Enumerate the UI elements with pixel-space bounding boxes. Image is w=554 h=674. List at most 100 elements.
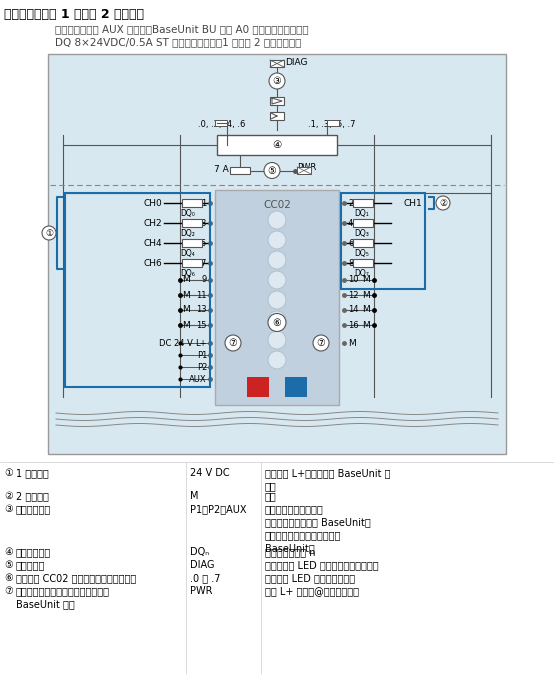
FancyBboxPatch shape — [48, 54, 506, 454]
Text: 接地: 接地 — [265, 491, 277, 501]
Text: M: M — [182, 290, 190, 299]
Text: CH4: CH4 — [143, 239, 162, 247]
Text: 14: 14 — [348, 305, 358, 315]
Text: 1 线制连接: 1 线制连接 — [16, 468, 49, 478]
Text: 反极性保护: 反极性保护 — [16, 560, 45, 570]
Circle shape — [42, 226, 56, 240]
Text: AUX: AUX — [189, 375, 207, 384]
Text: 自装配的内部电压总线
连接至侧模块（深色 BaseUnit）
断开与左侧模块的连接（浅色
BaseUnit）: 自装配的内部电压总线 连接至侧模块（深色 BaseUnit） 断开与左侧模块的连… — [265, 504, 371, 553]
Text: 13: 13 — [196, 305, 207, 315]
FancyBboxPatch shape — [270, 112, 284, 120]
FancyBboxPatch shape — [182, 239, 202, 247]
Text: DQ₅: DQ₅ — [355, 249, 370, 258]
Text: 6: 6 — [348, 239, 353, 247]
FancyBboxPatch shape — [217, 135, 337, 155]
Circle shape — [268, 313, 286, 332]
Text: DQ₁: DQ₁ — [355, 209, 370, 218]
FancyBboxPatch shape — [353, 199, 373, 207]
Text: CH1: CH1 — [403, 199, 422, 208]
Text: 2 线制连接: 2 线制连接 — [16, 491, 49, 501]
Text: ⑤: ⑤ — [4, 560, 13, 570]
FancyBboxPatch shape — [182, 259, 202, 267]
FancyBboxPatch shape — [182, 199, 202, 207]
Text: 电源 L+ 搜狐号@智能制造先锋: 电源 L+ 搜狐号@智能制造先锋 — [265, 586, 359, 596]
Text: DQ₀: DQ₀ — [181, 209, 196, 218]
Text: 错误或诊断 LED 指示灯（绿色、红色）: 错误或诊断 LED 指示灯（绿色、红色） — [265, 560, 378, 570]
Circle shape — [268, 311, 286, 329]
Text: DQ 8×24VDC/0.5A ST 的端子分配示例（1 线制和 2 线制连接）。: DQ 8×24VDC/0.5A ST 的端子分配示例（1 线制和 2 线制连接）… — [55, 37, 301, 47]
Text: .1, .3, .5, .7: .1, .3, .5, .7 — [308, 120, 356, 129]
Text: 输出信号，通道 n: 输出信号，通道 n — [265, 547, 315, 557]
Text: .0, .2, .4, .6: .0, .2, .4, .6 — [198, 120, 245, 129]
Text: ⑦: ⑦ — [317, 338, 325, 348]
Text: ⑦: ⑦ — [4, 586, 13, 596]
FancyBboxPatch shape — [215, 190, 339, 405]
Text: PWR: PWR — [297, 163, 316, 172]
Text: 5: 5 — [201, 239, 206, 247]
Text: PWR: PWR — [190, 586, 213, 596]
Text: ③: ③ — [273, 76, 281, 86]
Text: 通道状态 LED 指示灯（绿色）: 通道状态 LED 指示灯（绿色） — [265, 573, 355, 583]
Text: 2: 2 — [348, 199, 353, 208]
FancyBboxPatch shape — [353, 219, 373, 227]
Circle shape — [268, 331, 286, 349]
Text: 接线：执行器的 1 线制和 2 线制连接: 接线：执行器的 1 线制和 2 线制连接 — [4, 8, 144, 21]
Text: 11: 11 — [197, 290, 207, 299]
FancyBboxPatch shape — [353, 239, 373, 247]
Text: 背板总线接口: 背板总线接口 — [16, 504, 52, 514]
FancyBboxPatch shape — [270, 97, 284, 105]
Text: ⑥: ⑥ — [273, 317, 281, 328]
Text: ④: ④ — [273, 140, 281, 150]
Text: 颜色编码 CC02 的颜色编码标签（可选）: 颜色编码 CC02 的颜色编码标签（可选） — [16, 573, 136, 583]
Circle shape — [268, 271, 286, 289]
Circle shape — [268, 251, 286, 269]
Text: 下图显示了不带 AUX 端子时，BaseUnit BU 类型 A0 中，数字量输出模块: 下图显示了不带 AUX 端子时，BaseUnit BU 类型 A0 中，数字量输… — [55, 24, 309, 34]
Text: ①: ① — [45, 228, 53, 237]
FancyBboxPatch shape — [297, 167, 311, 174]
Text: M: M — [348, 338, 356, 348]
Circle shape — [268, 291, 286, 309]
FancyBboxPatch shape — [230, 167, 250, 174]
Circle shape — [225, 335, 241, 351]
Text: 电源电压 L+（仅为浅色 BaseUnit 供
电）: 电源电压 L+（仅为浅色 BaseUnit 供 电） — [265, 468, 391, 491]
Text: M: M — [182, 321, 190, 330]
Text: ②: ② — [439, 199, 447, 208]
Text: 16: 16 — [348, 321, 358, 330]
FancyBboxPatch shape — [215, 120, 227, 126]
Text: ③: ③ — [4, 504, 13, 514]
Text: M: M — [190, 491, 198, 501]
Text: ④: ④ — [4, 547, 13, 557]
Text: P1、P2、AUX: P1、P2、AUX — [190, 504, 247, 514]
Text: 滤波器连接的电源电压（仅使用浅色
BaseUnit 时）: 滤波器连接的电源电压（仅使用浅色 BaseUnit 时） — [16, 586, 110, 609]
FancyBboxPatch shape — [327, 120, 339, 126]
Text: 7 A: 7 A — [214, 166, 229, 175]
Text: DIAG: DIAG — [285, 58, 307, 67]
Text: P2: P2 — [197, 363, 207, 371]
Text: 8: 8 — [348, 259, 353, 268]
Circle shape — [313, 335, 329, 351]
FancyBboxPatch shape — [182, 219, 202, 227]
Text: DQ₃: DQ₃ — [355, 229, 370, 238]
Text: M: M — [362, 276, 370, 284]
Text: M: M — [182, 305, 190, 315]
Text: DC 24 V: DC 24 V — [159, 338, 193, 348]
FancyBboxPatch shape — [353, 259, 373, 267]
Circle shape — [268, 231, 286, 249]
Text: 24 V DC: 24 V DC — [190, 468, 229, 478]
Circle shape — [268, 351, 286, 369]
Circle shape — [269, 73, 285, 89]
Text: DIAG: DIAG — [190, 560, 214, 570]
FancyBboxPatch shape — [270, 60, 284, 67]
Text: ①: ① — [4, 468, 13, 478]
Text: 7: 7 — [201, 259, 206, 268]
Text: 1: 1 — [201, 199, 206, 208]
Circle shape — [268, 211, 286, 229]
Text: ⑤: ⑤ — [268, 166, 276, 175]
Text: DQ₇: DQ₇ — [355, 269, 370, 278]
Text: 9: 9 — [202, 276, 207, 284]
Text: 12: 12 — [348, 290, 358, 299]
Circle shape — [264, 162, 280, 179]
Text: ⑥: ⑥ — [4, 573, 13, 583]
FancyBboxPatch shape — [285, 377, 307, 397]
Text: 4: 4 — [348, 218, 353, 228]
